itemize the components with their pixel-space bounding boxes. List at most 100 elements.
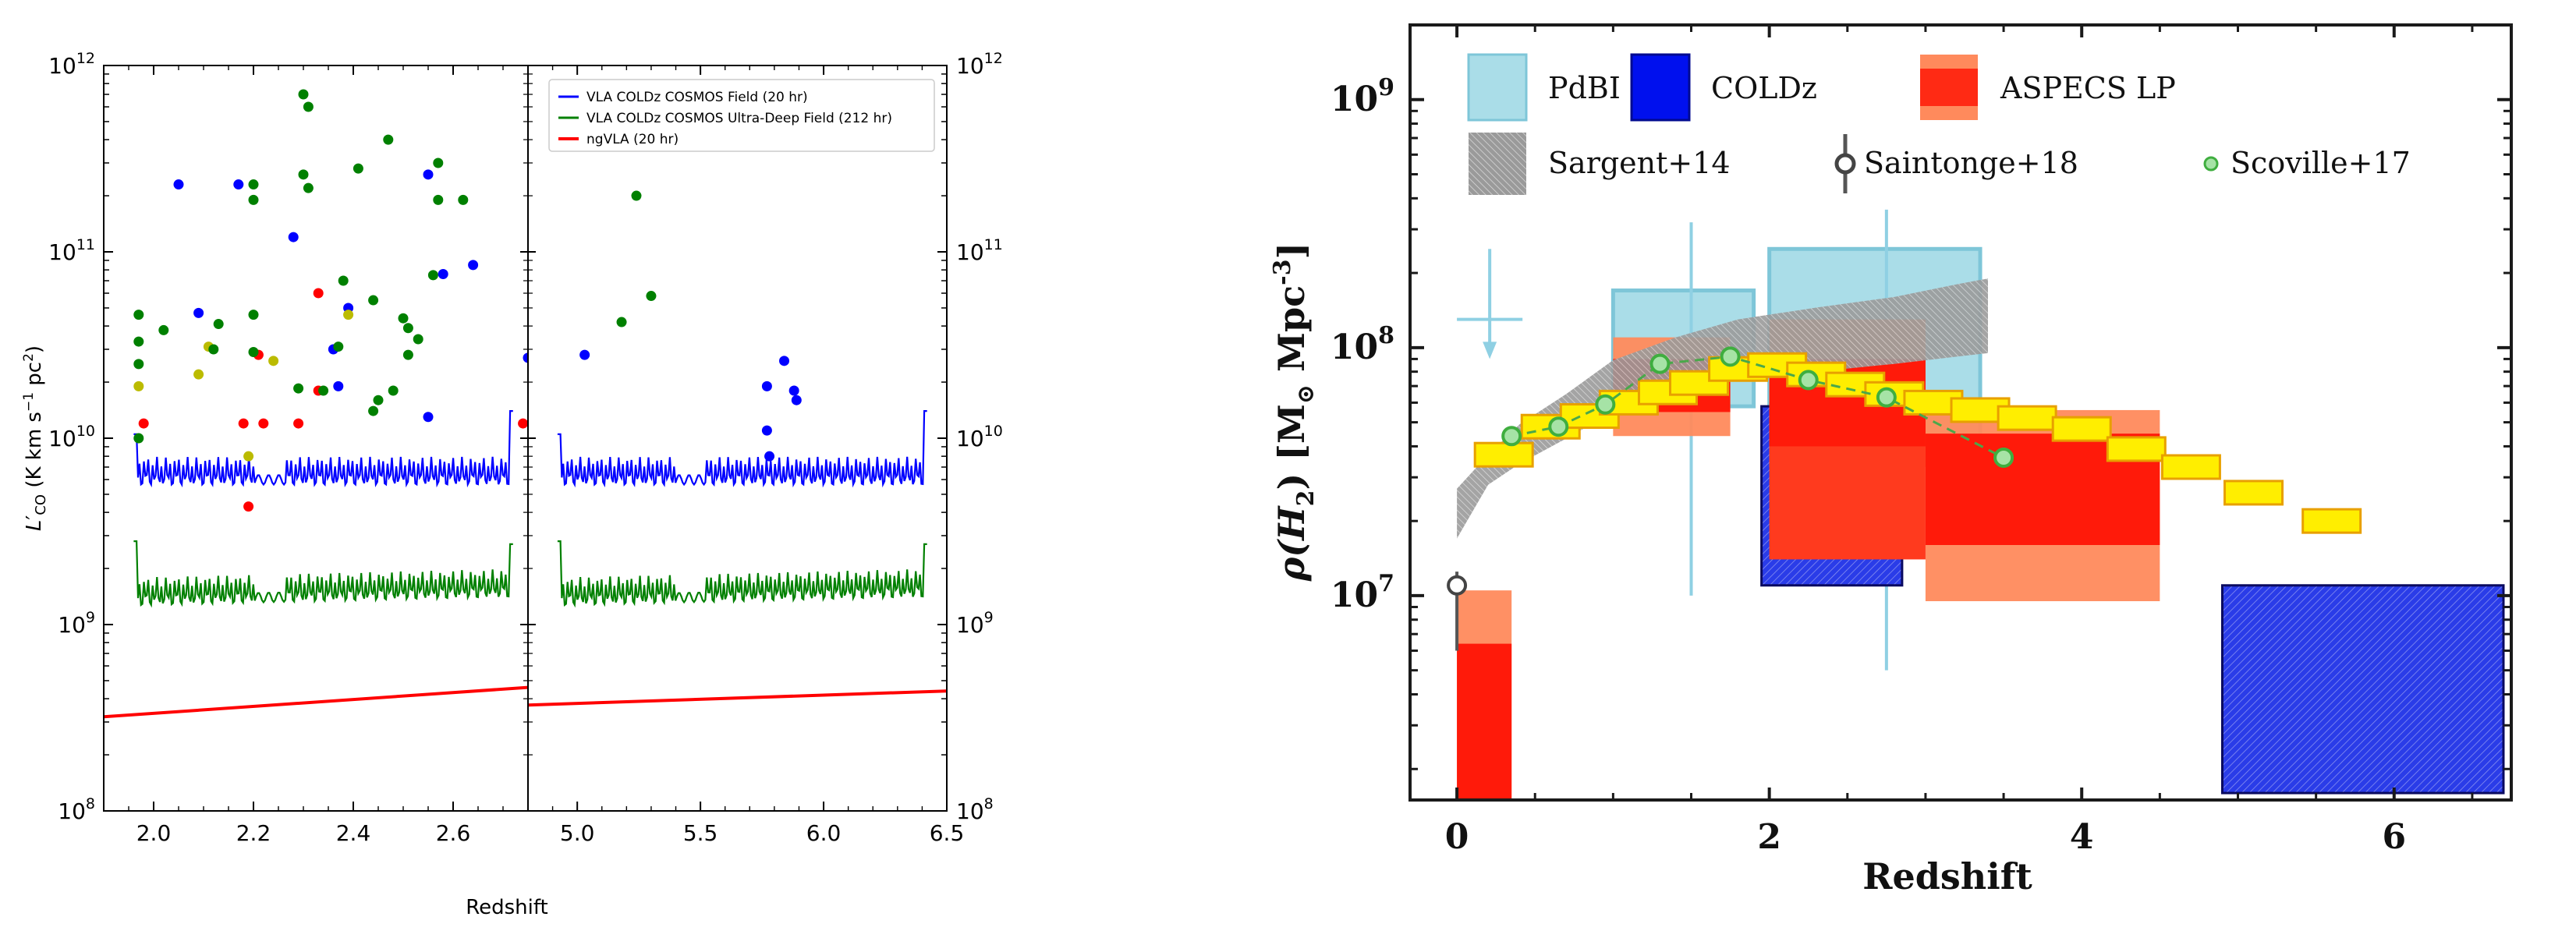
scatter-point — [631, 190, 642, 201]
sargent-band — [1457, 278, 1988, 539]
scoville-point — [1501, 426, 1522, 447]
scatter-point — [248, 310, 259, 320]
legend-label-saintonge: Saintonge+18 — [1864, 146, 2078, 180]
scatter-point — [402, 349, 413, 360]
legend-saintonge-marker — [1834, 153, 1856, 175]
left-x-axis-label: Redshift — [466, 896, 548, 919]
scatter-point — [133, 336, 144, 347]
scatter-point — [764, 451, 775, 462]
right-y-label-close: ] — [1270, 242, 1313, 260]
left-panel-2-marks — [528, 190, 947, 707]
scatter-point — [373, 395, 384, 405]
right-y-tick-label: 1012 — [956, 50, 1003, 79]
right-x-tick-label: 4 — [2070, 817, 2094, 857]
scatter-point — [173, 179, 184, 190]
scatter-point — [383, 134, 394, 145]
scatter-point — [616, 317, 627, 327]
legend-swatch-sargent — [1469, 133, 1526, 195]
scatter-point — [433, 158, 444, 168]
scatter-point — [303, 182, 314, 193]
scatter-point — [298, 169, 309, 180]
legend-swatch-coldz — [1630, 53, 1691, 122]
scatter-point — [343, 310, 354, 320]
scatter-point — [368, 295, 379, 306]
coldz-box — [2220, 584, 2505, 795]
legend-label-aspecs: ASPECS LP — [2000, 71, 2176, 105]
scatter-point — [248, 179, 259, 190]
left-y-tick-label: 1012 — [48, 50, 95, 79]
right-y-tick-label: 109 — [956, 609, 994, 638]
right-y-tick-label: 1010 — [956, 423, 1003, 451]
scatter-point — [398, 313, 409, 324]
scatter-point — [208, 344, 219, 355]
x-tick-label: 6.5 — [930, 820, 965, 846]
left-panel-1-marks — [104, 89, 528, 719]
scatter-point — [518, 418, 528, 429]
yellow-model-box — [2160, 454, 2221, 480]
sensitivity-curve-0-panel-2 — [557, 409, 927, 488]
left-y-tick-label: 108 — [58, 795, 95, 824]
sensitivity-curve-0-panel-1 — [133, 409, 513, 488]
scatter-point — [258, 418, 269, 429]
right-plot-marks — [1447, 209, 2505, 800]
right-y-label-sub: 2 — [1292, 490, 1320, 507]
right-y-axis-label: ρ(H2) [M⊙ Mpc-3] — [1269, 242, 1320, 582]
legend-swatch-aspecs-inner — [1920, 69, 1978, 106]
scatter-point — [761, 381, 772, 391]
scoville-point — [1993, 447, 2014, 468]
x-tick-label: 2.4 — [336, 820, 371, 846]
scatter-point — [761, 425, 772, 436]
scoville-point — [1595, 394, 1616, 415]
scatter-point — [458, 194, 469, 205]
left-legend-box — [548, 79, 935, 152]
legend-label-coldz: COLDz — [1711, 71, 1817, 105]
left-y-tick-label: 1011 — [48, 236, 95, 265]
x-tick-label: 2.6 — [436, 820, 471, 846]
legend-label-sargent: Sargent+14 — [1548, 146, 1731, 180]
scatter-point — [133, 359, 144, 370]
legend-label-coldz-field: VLA COLDz COSMOS Field (20 hr) — [586, 90, 808, 105]
scatter-point — [438, 268, 448, 279]
right-x-axis-label: Redshift — [1862, 855, 2032, 897]
scatter-point — [523, 352, 528, 363]
right-y-label-rho: ρ(H — [1270, 505, 1313, 582]
scatter-point — [288, 232, 299, 242]
scatter-point — [368, 405, 379, 416]
legend-swatch-pdbi — [1467, 53, 1528, 122]
right-y-tick-label: 107 — [1331, 570, 1394, 615]
right-x-tick-label: 0 — [1445, 817, 1469, 857]
scatter-point — [646, 291, 657, 302]
yellow-model-box — [2223, 480, 2284, 506]
left-legend: VLA COLDz COSMOS Field (20 hr) VLA COLDz… — [548, 79, 935, 152]
right-y-tick-label: 109 — [1331, 74, 1394, 119]
scatter-point — [779, 356, 790, 366]
scatter-point — [268, 356, 279, 366]
scatter-point — [788, 385, 799, 396]
scatter-point — [133, 381, 144, 391]
scatter-point — [423, 412, 434, 423]
saintonge-point — [1447, 575, 1468, 596]
x-tick-label: 6.0 — [806, 820, 842, 846]
scatter-point — [468, 260, 479, 271]
right-chart: 0 2 4 6 107 108 109 PdBI COLDz ASPECS LP Sarge… — [1269, 23, 2513, 897]
legend-label-coldz-udf: VLA COLDz COSMOS Ultra-Deep Field (212 h… — [586, 111, 892, 126]
sensitivity-curve-1-panel-1 — [133, 540, 513, 608]
upper-limit-arrowhead — [1483, 342, 1497, 359]
yellow-model-box — [1997, 405, 2057, 431]
scatter-point — [338, 275, 349, 286]
scoville-point — [1798, 370, 1819, 391]
x-tick-label: 5.5 — [683, 820, 718, 846]
right-y-tick-label: 1011 — [956, 236, 1003, 265]
scoville-point — [1548, 416, 1569, 437]
legend-scoville-marker — [2203, 156, 2219, 172]
scatter-point — [133, 433, 144, 444]
right-y-label-sun: ⊙ — [1292, 384, 1320, 404]
left-y-tick-label: 109 — [58, 609, 95, 638]
x-tick-label: 5.0 — [560, 820, 595, 846]
scatter-point — [427, 270, 438, 281]
scoville-line — [1511, 355, 2004, 459]
scatter-point — [402, 323, 413, 334]
ngvla-line-panel-2 — [528, 689, 947, 707]
scoville-point — [1649, 353, 1671, 374]
